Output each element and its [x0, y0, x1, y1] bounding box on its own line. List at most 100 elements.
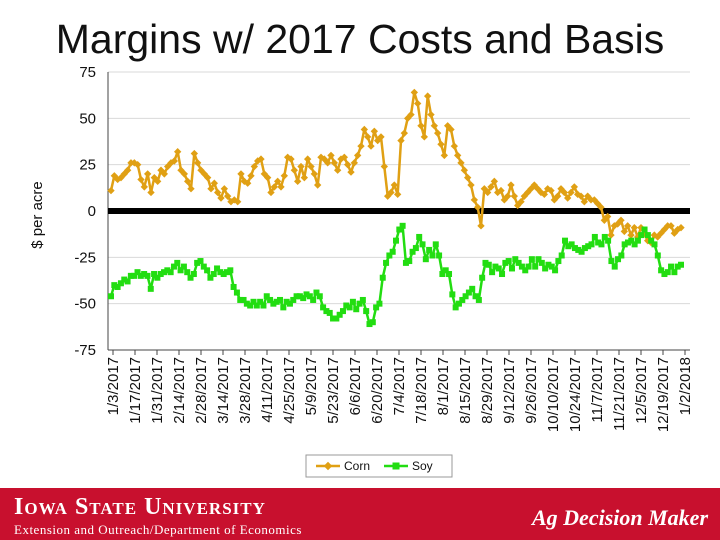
- soy-point: [187, 274, 194, 281]
- x-tick-label: 7/4/2017: [391, 357, 408, 415]
- soy-point: [310, 296, 317, 303]
- soy-point: [296, 293, 303, 300]
- corn-point: [290, 166, 299, 174]
- soy-point: [422, 256, 429, 263]
- soy-point: [605, 237, 612, 244]
- corn-point: [607, 231, 615, 239]
- corn-point: [333, 166, 342, 174]
- corn-point: [367, 142, 375, 150]
- soy-point: [532, 263, 539, 270]
- soy-point: [508, 265, 515, 272]
- x-tick-label: 9/12/2017: [501, 357, 518, 424]
- corn-point: [313, 181, 322, 189]
- soy-point: [495, 265, 502, 272]
- y-tick-label: 50: [79, 110, 96, 127]
- corn-point: [210, 179, 219, 187]
- soy-point: [277, 296, 284, 303]
- soy-point: [263, 293, 270, 300]
- line-chart: $ per acre 75 50 25 0 -25 -50 -75 1/3/2017 1/17…: [29, 64, 694, 478]
- soy-point: [412, 245, 419, 252]
- corn-point: [140, 183, 149, 191]
- corn-point: [630, 224, 639, 232]
- soy-point: [671, 269, 678, 276]
- soy-point: [588, 241, 595, 248]
- soy-point: [300, 295, 307, 302]
- soy-point: [157, 271, 164, 278]
- corn-point: [293, 177, 302, 186]
- soy-point: [141, 271, 148, 278]
- x-axis-ticks: 1/3/2017 1/17/2017 1/31/2017 2/14/2017 2/28/…: [105, 350, 694, 432]
- x-tick-label: 10/10/2017: [545, 357, 562, 432]
- corn-point: [430, 122, 439, 130]
- soy-point: [237, 296, 244, 303]
- soy-point: [243, 300, 250, 307]
- soy-point: [545, 261, 552, 268]
- soy-point: [379, 274, 386, 281]
- soy-point: [190, 271, 197, 278]
- soy-point: [654, 252, 661, 259]
- corn-point: [370, 127, 379, 135]
- corn-point: [237, 170, 245, 178]
- soy-point: [363, 308, 370, 315]
- soy-point: [409, 248, 416, 255]
- x-tick-label: 6/6/2017: [347, 357, 364, 415]
- x-tick-label: 4/25/2017: [281, 357, 298, 424]
- soy-point: [161, 269, 168, 276]
- soy-point: [257, 298, 264, 305]
- corn-point: [297, 162, 305, 171]
- soy-point: [416, 233, 423, 240]
- corn-point: [380, 162, 389, 171]
- corn-point: [460, 166, 469, 174]
- soy-point: [439, 271, 446, 278]
- soy-point: [432, 241, 439, 248]
- x-tick-label: 1/2/2018: [677, 357, 694, 415]
- soy-point: [555, 258, 562, 265]
- soy-point: [326, 309, 333, 316]
- corn-point: [467, 181, 475, 189]
- soy-point: [114, 283, 121, 290]
- corn-legend-marker: [323, 461, 333, 471]
- x-tick-label: 1/31/2017: [149, 357, 166, 424]
- corn-point: [193, 159, 202, 167]
- soy-point: [674, 263, 681, 270]
- soy-point: [233, 289, 240, 296]
- soy-point: [293, 293, 300, 300]
- soy-point: [618, 252, 625, 259]
- corn-point: [447, 125, 455, 134]
- soy-point: [210, 271, 217, 278]
- soy-point: [333, 315, 340, 322]
- soy-point: [406, 258, 413, 265]
- corn-point: [257, 155, 265, 163]
- corn-point: [300, 173, 309, 182]
- soy-point: [174, 259, 181, 266]
- soy-point: [419, 241, 426, 248]
- corn-point: [123, 166, 132, 174]
- soy-point: [455, 300, 462, 307]
- corn-legend-label: Corn: [344, 459, 370, 473]
- soy-point: [479, 274, 486, 281]
- corn-point: [347, 168, 355, 176]
- corn-point: [233, 198, 242, 206]
- soy-point: [528, 256, 535, 263]
- corn-point: [393, 190, 402, 198]
- corn-point: [440, 151, 449, 160]
- soy-point: [436, 252, 443, 259]
- soy-point: [628, 237, 635, 244]
- soy-point: [111, 282, 118, 289]
- soy-point: [469, 285, 476, 292]
- soy-point: [303, 291, 310, 298]
- soy-point: [184, 269, 191, 276]
- corn-point: [143, 170, 152, 178]
- soy-point: [548, 263, 555, 270]
- x-tick-label: 11/7/2017: [589, 357, 606, 423]
- soy-point: [164, 267, 171, 274]
- soy-point: [575, 246, 582, 253]
- corn-point: [577, 192, 585, 200]
- corn-point: [477, 222, 485, 230]
- soy-point: [598, 241, 605, 248]
- y-tick-label: -75: [74, 342, 96, 359]
- corn-point: [410, 88, 419, 97]
- corn-point: [327, 151, 335, 160]
- corn-series: [107, 88, 685, 247]
- soy-point: [651, 241, 658, 248]
